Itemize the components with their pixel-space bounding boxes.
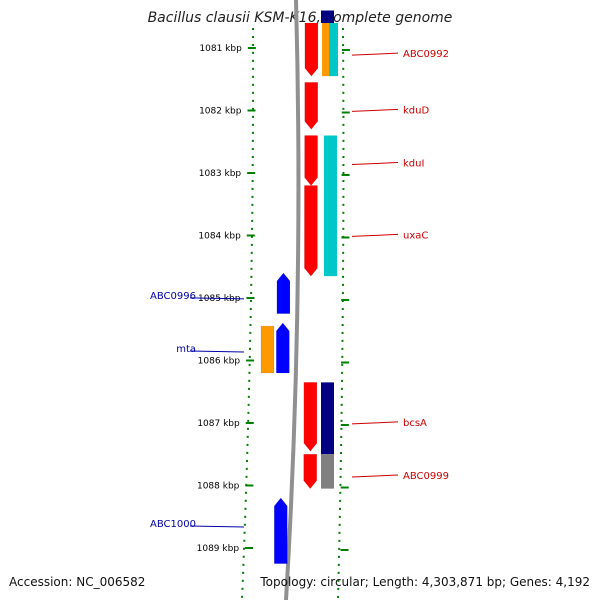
scale-tick-label: 1089 kbp	[197, 544, 240, 554]
label-leader-line	[351, 233, 399, 237]
scale-tick-label: 1081 kbp	[199, 44, 242, 54]
label-leader-line	[189, 297, 245, 300]
gene-label: ABC1000	[150, 519, 196, 530]
gene-arrow-blue	[274, 497, 288, 564]
scale-tick-label: 1087 kbp	[197, 419, 240, 429]
cog-feature-navy	[321, 382, 334, 455]
gene-label: kduD	[403, 105, 429, 116]
gene-arrow-red	[303, 382, 318, 452]
gene-label: uxaC	[403, 230, 428, 241]
backbone-layer	[284, 0, 301, 600]
scale-ticks-layer: 1081 kbp 1082 kbp 1083 kbp 1084 kbp 1085 kbp…	[197, 44, 350, 554]
gene-arrow-orange	[260, 325, 275, 374]
cog-feature-cyan	[329, 23, 338, 77]
accession-text: Accession: NC_006582	[9, 575, 146, 589]
scale-tick-label: 1088 kbp	[197, 482, 240, 492]
gene-label: ABC0992	[403, 49, 449, 60]
gene-label: kduI	[403, 159, 424, 170]
label-leader-line	[189, 525, 245, 528]
cog-feature-navy	[321, 10, 334, 23]
label-leader-line	[351, 162, 399, 165]
label-leader-line	[351, 474, 399, 478]
scale-tick-label: 1084 kbp	[198, 232, 241, 242]
gene-arrow-red	[304, 185, 318, 277]
backbone-line	[284, 0, 301, 600]
scale-tick-label: 1082 kbp	[199, 107, 242, 117]
genes-layer	[260, 22, 319, 564]
map-title: Bacillus clausii KSM-K16, complete genom…	[147, 10, 453, 26]
gene-label: mta	[176, 344, 196, 355]
scale-tick-label: 1083 kbp	[199, 169, 242, 179]
label-leader-line	[351, 421, 399, 425]
dotted-rings-layer	[241, 27, 345, 600]
gene-arrow-red	[303, 454, 317, 490]
scale-tick-label: 1085 kbp	[198, 294, 241, 304]
gene-arrow-red	[304, 82, 319, 130]
genome-summary-text: Topology: circular; Length: 4,303,871 bp…	[260, 575, 590, 589]
cog-feature-gray	[321, 454, 334, 489]
gene-label: ABC0996	[150, 291, 196, 302]
gene-labels-layer: ABC0992 kduD kduI uxaC bcsA ABC0999 ABC0996 mta…	[150, 49, 449, 530]
inner-dotted-ring	[241, 27, 255, 600]
gene-label: ABC0999	[403, 471, 449, 482]
label-leader-line	[351, 52, 399, 56]
scale-tick-label: 1086 kbp	[198, 357, 241, 367]
label-leader-line	[189, 350, 245, 353]
cog-features-layer	[321, 10, 338, 489]
gene-arrow-red	[304, 135, 318, 186]
cog-feature-orange	[322, 23, 330, 77]
label-leader-line	[351, 108, 399, 112]
gene-arrow-blue	[276, 272, 291, 314]
outer-dotted-ring	[337, 27, 345, 600]
gene-arrow-blue	[276, 322, 290, 374]
gene-label: bcsA	[403, 418, 427, 429]
gene-arrow-red	[304, 22, 319, 77]
cog-feature-cyan	[324, 135, 337, 277]
